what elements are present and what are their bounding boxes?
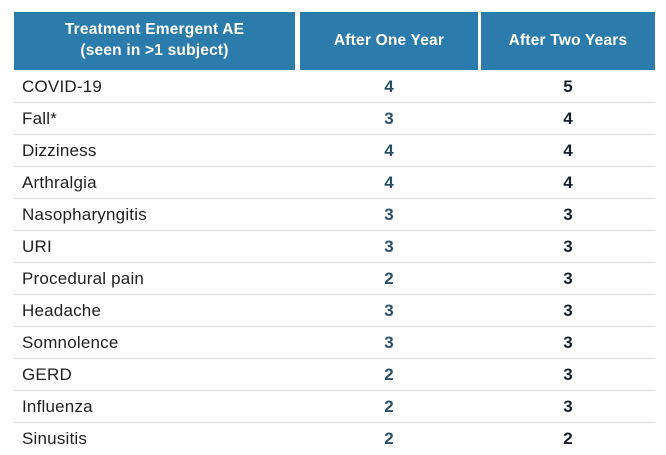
- after-two-years-value: 3: [563, 332, 573, 352]
- after-one-year-value: 2: [384, 364, 394, 384]
- ae-label: GERD: [22, 364, 72, 384]
- table-row: Influenza 2 3: [14, 391, 655, 423]
- adverse-events-table: Treatment Emergent AE (seen in >1 subjec…: [14, 12, 655, 454]
- ae-label: COVID-19: [22, 76, 103, 96]
- ae-label: Dizziness: [22, 140, 97, 160]
- after-one-year-value: 3: [384, 204, 394, 224]
- header-title-line-2: (seen in >1 subject): [80, 42, 229, 59]
- ae-label: Somnolence: [22, 332, 119, 352]
- after-two-years-value: 3: [563, 204, 573, 224]
- after-one-year-value: 3: [384, 236, 394, 256]
- table-header-row: Treatment Emergent AE (seen in >1 subjec…: [14, 12, 655, 70]
- table-row: Sinusitis 2 2: [14, 423, 655, 454]
- table-row: COVID-19 4 5: [14, 71, 655, 103]
- table-row: Nasopharyngitis 3 3: [14, 199, 655, 231]
- table-row: Headache 3 3: [14, 295, 655, 327]
- after-two-years-value: 4: [563, 108, 573, 128]
- header-cell-after-two-years: After Two Years: [481, 12, 655, 70]
- after-one-year-value: 3: [384, 332, 394, 352]
- ae-label: Nasopharyngitis: [22, 204, 147, 224]
- table-row: Fall* 3 4: [14, 103, 655, 135]
- header-cell-after-one-year: After One Year: [300, 12, 478, 70]
- header-title-line-1: Treatment Emergent AE: [64, 21, 245, 39]
- ae-label: Arthralgia: [22, 172, 97, 192]
- after-two-years-value: 3: [563, 268, 573, 288]
- after-one-year-value: 3: [384, 300, 394, 320]
- table-row: URI 3 3: [14, 231, 655, 263]
- table-body: COVID-19 4 5 Fall* 3 4 Dizziness 4 4 Arthralgia 4 4…: [14, 71, 655, 454]
- ae-label: Fall*: [22, 108, 58, 128]
- after-one-year-value: 2: [384, 268, 394, 288]
- table-row: Somnolence 3 3: [14, 327, 655, 359]
- after-two-years-value: 3: [563, 300, 573, 320]
- after-two-years-value: 3: [563, 364, 573, 384]
- after-two-years-value: 4: [563, 172, 573, 192]
- ae-label: URI: [22, 236, 52, 256]
- table-row: Dizziness 4 4: [14, 135, 655, 167]
- after-two-years-value: 3: [563, 396, 573, 416]
- after-one-year-value: 2: [384, 428, 394, 448]
- ae-label: Headache: [22, 300, 102, 320]
- ae-label: Sinusitis: [22, 428, 88, 448]
- table-row: Arthralgia 4 4: [14, 167, 655, 199]
- ae-label: Procedural pain: [22, 268, 145, 288]
- after-two-years-value: 2: [563, 428, 573, 448]
- header-cell-treatment-emergent-ae: Treatment Emergent AE (seen in >1 subjec…: [14, 12, 295, 70]
- after-one-year-value: 4: [384, 140, 394, 160]
- after-one-year-value: 4: [384, 76, 394, 96]
- table-row: GERD 2 3: [14, 359, 655, 391]
- after-one-year-value: 2: [384, 396, 394, 416]
- after-two-years-value: 5: [563, 76, 573, 96]
- after-one-year-value: 3: [384, 108, 394, 128]
- after-two-years-value: 3: [563, 236, 573, 256]
- ae-label: Influenza: [22, 396, 93, 416]
- after-two-years-value: 4: [563, 140, 573, 160]
- after-one-year-value: 4: [384, 172, 394, 192]
- table-row: Procedural pain 2 3: [14, 263, 655, 295]
